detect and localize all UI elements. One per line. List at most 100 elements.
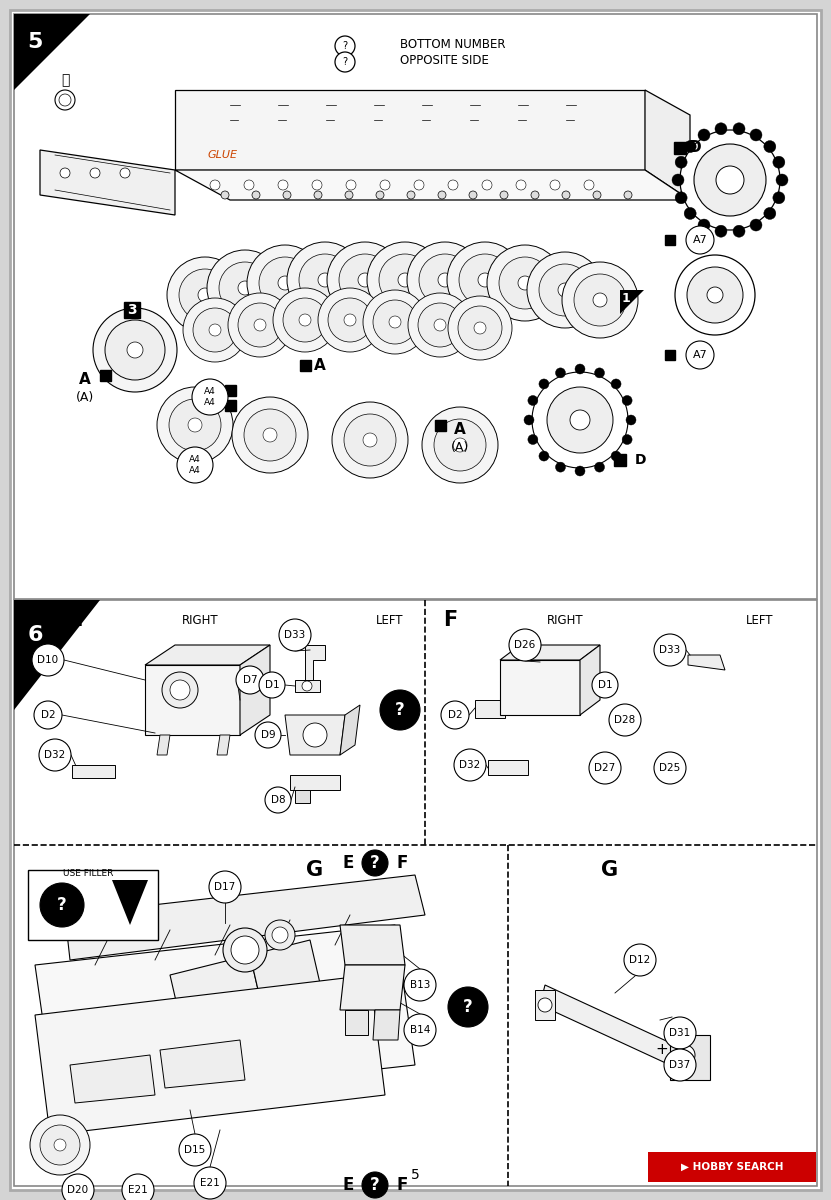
Circle shape [562,262,638,338]
Circle shape [345,191,353,199]
Text: D33: D33 [284,630,306,640]
Circle shape [198,288,212,302]
Circle shape [686,226,714,254]
Circle shape [380,690,420,730]
Circle shape [664,1018,696,1049]
Circle shape [188,418,202,432]
Circle shape [538,998,552,1012]
Circle shape [194,1166,226,1199]
Circle shape [314,191,322,199]
Polygon shape [340,925,405,965]
Circle shape [238,302,282,347]
Circle shape [687,266,743,323]
Text: E: E [68,610,82,630]
Circle shape [611,379,621,389]
Circle shape [422,407,498,482]
Circle shape [363,290,427,354]
Circle shape [448,986,488,1027]
Text: D25: D25 [659,763,681,773]
Circle shape [448,180,458,190]
Text: D31: D31 [670,1028,691,1038]
Polygon shape [290,775,340,790]
Text: D37: D37 [670,1060,691,1070]
Circle shape [654,634,686,666]
Circle shape [418,302,462,347]
Circle shape [594,462,604,472]
Polygon shape [373,1010,400,1040]
Polygon shape [580,646,600,715]
Polygon shape [35,925,415,1105]
Text: A4
A4: A4 A4 [189,455,201,475]
Circle shape [532,372,628,468]
Circle shape [120,168,130,178]
Circle shape [593,191,601,199]
Circle shape [255,722,281,748]
Circle shape [539,451,549,461]
Circle shape [686,341,714,370]
Circle shape [622,434,632,444]
Text: ?: ? [57,896,66,914]
Circle shape [207,250,283,326]
Circle shape [555,368,565,378]
Circle shape [555,462,565,472]
Circle shape [344,314,356,326]
Circle shape [528,396,538,406]
Circle shape [54,1139,66,1151]
Text: 5: 5 [27,32,42,52]
Circle shape [34,701,62,728]
Text: B14: B14 [410,1025,430,1034]
Text: D20: D20 [67,1186,89,1195]
Circle shape [59,94,71,106]
Circle shape [335,36,355,56]
Circle shape [469,191,477,199]
Polygon shape [345,1010,368,1034]
Text: (A): (A) [451,442,470,455]
Text: ▶ HOBBY SEARCH: ▶ HOBBY SEARCH [681,1162,784,1172]
Circle shape [404,1014,436,1046]
Circle shape [487,245,563,320]
Circle shape [209,324,221,336]
Circle shape [219,262,271,314]
Polygon shape [170,955,265,1040]
Circle shape [232,397,308,473]
Circle shape [518,276,532,290]
Circle shape [265,787,291,814]
Circle shape [328,298,372,342]
Circle shape [574,274,626,326]
Circle shape [287,242,363,318]
Circle shape [379,254,431,306]
Circle shape [177,446,213,482]
Circle shape [244,409,296,461]
Circle shape [547,386,613,452]
Text: ?: ? [370,854,380,872]
Circle shape [312,180,322,190]
Circle shape [327,242,403,318]
Circle shape [675,156,687,168]
Circle shape [624,191,632,199]
Circle shape [500,191,508,199]
Text: D1: D1 [597,680,612,690]
Circle shape [764,140,776,152]
Text: D: D [689,139,701,155]
Text: GLUE: GLUE [207,150,237,160]
Circle shape [764,208,776,220]
Circle shape [346,180,356,190]
Circle shape [236,666,264,694]
Bar [665,235,675,245]
Bar [648,1152,816,1182]
Circle shape [654,752,686,784]
Circle shape [303,722,327,746]
Polygon shape [145,646,270,665]
Circle shape [414,180,424,190]
Circle shape [773,192,784,204]
Circle shape [672,174,684,186]
Circle shape [404,970,436,1001]
Circle shape [127,342,143,358]
Circle shape [458,306,502,350]
Text: ?: ? [342,56,347,67]
Circle shape [93,308,177,392]
Circle shape [39,739,71,770]
Circle shape [318,272,332,287]
Circle shape [283,298,327,342]
Circle shape [453,438,467,452]
